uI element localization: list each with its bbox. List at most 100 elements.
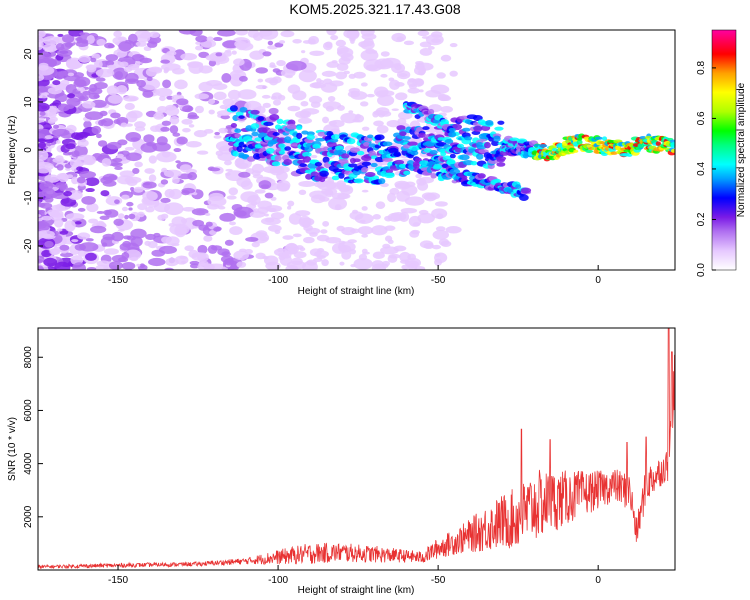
spectrogram-cell [349, 228, 360, 234]
spectrogram-cell [300, 50, 306, 54]
y-tick-label: 0 [23, 147, 34, 153]
y-tick-label: 4000 [23, 452, 34, 475]
spectrogram-cell [231, 50, 237, 55]
spectrogram-cell [417, 30, 430, 37]
spectrogram-cell [255, 67, 268, 74]
spectrogram-cell [194, 93, 209, 100]
spectrogram-cell [396, 190, 410, 202]
spectrogram-cell [375, 201, 386, 210]
spectrogram-cell [38, 159, 45, 170]
spectrogram-cell [75, 221, 82, 225]
spectrogram-cell [245, 237, 259, 242]
spectrogram-cell [111, 231, 124, 242]
spectrogram-cell [130, 236, 143, 247]
spectrogram-cell [128, 207, 133, 211]
spectrogram-cell [352, 158, 361, 163]
spectrogram-cell [382, 157, 393, 162]
spectrogram-cell [380, 51, 390, 57]
spectrogram-cell [207, 244, 218, 254]
spectrogram-cell [128, 33, 138, 44]
spectrogram-cell [347, 239, 357, 244]
spectrogram-cell [121, 262, 136, 270]
spectrogram-cell [145, 206, 155, 213]
spectrogram-cell [298, 189, 307, 196]
spectrogram-cell [86, 266, 97, 270]
spectrogram-cell [60, 79, 70, 86]
spectrogram-cell [161, 63, 181, 71]
spectrogram-cell [375, 134, 385, 141]
spectrogram-cell [171, 216, 187, 227]
spectrogram-cell [38, 230, 55, 239]
spectrogram-cell [339, 261, 345, 266]
spectrogram-cell [280, 69, 296, 77]
spectrogram-cell [195, 35, 208, 43]
spectrogram-cell [262, 102, 271, 108]
spectrogram-cell [307, 38, 316, 45]
spectrogram-cell [123, 95, 139, 102]
spectrogram-cell [41, 92, 49, 96]
spectrogram-cell [419, 48, 433, 56]
spectrogram-cell [239, 106, 248, 113]
spectrogram-cell [169, 116, 180, 125]
spectrogram-cell [520, 187, 532, 194]
spectrogram-cell [257, 78, 264, 83]
spectrogram-cell [270, 196, 277, 201]
spectrogram-cell [114, 199, 120, 205]
spectrogram-cell [602, 136, 608, 142]
spectrogram-cell [473, 125, 483, 133]
spectrogram-cell [234, 210, 247, 217]
spectrogram-cell [299, 163, 307, 168]
spectrogram-cell [348, 163, 358, 168]
spectrogram-cell [360, 101, 369, 107]
spectrogram-cell [320, 229, 328, 234]
spectrogram-cell [73, 79, 87, 88]
spectrogram-cell [162, 79, 172, 89]
spectrogram-cell [76, 176, 86, 184]
spectrogram-cell [576, 139, 583, 145]
spectrogram-cell [382, 141, 393, 147]
spectrogram-cell [218, 127, 228, 134]
spectrogram-cell [181, 118, 193, 125]
spectrogram-cell [276, 171, 288, 181]
spectrogram-cell [477, 173, 486, 179]
spectrogram-cell [83, 155, 96, 166]
spectrogram-cell [191, 208, 209, 216]
colorbar-tick-label: 0.6 [696, 111, 707, 125]
spectrogram-cell [42, 43, 58, 53]
spectrogram-cell [148, 155, 157, 164]
spectrogram-cell [206, 36, 214, 42]
spectrogram-cell [227, 89, 241, 100]
spectrogram-cell [110, 112, 121, 119]
spectrogram-cell [440, 105, 453, 113]
spectrogram-cell [136, 79, 147, 88]
spectrogram-cell [198, 224, 209, 231]
spectrogram-cell [38, 102, 50, 112]
spectrogram-cell [287, 205, 292, 210]
spectrogram-cell [436, 72, 446, 79]
spectrogram-cell [76, 87, 86, 92]
spectrogram-cell [134, 121, 146, 129]
spectrogram-cell [330, 34, 339, 41]
spectrogram-cell [224, 160, 232, 166]
spectrogram-cell [112, 67, 128, 80]
spectrogram-cell [52, 80, 61, 86]
spectrogram-cell [360, 82, 368, 87]
spectrogram-cell [283, 159, 293, 166]
spectrogram-cell [310, 154, 318, 159]
y-tick-label: 6000 [23, 399, 34, 422]
y-tick-label: 10 [23, 96, 34, 108]
spectrogram-cell [440, 119, 449, 126]
spectrogram-cell [295, 110, 310, 119]
spectrogram-cell [328, 197, 348, 211]
spectrogram-cell [496, 162, 506, 167]
spectrogram-cell [57, 33, 64, 37]
spectrogram-cell [497, 120, 505, 125]
spectrogram-cell [203, 128, 214, 134]
spectrogram-cell [361, 234, 368, 238]
spectrogram-cell [160, 59, 170, 64]
spectrogram-cell [188, 249, 199, 259]
colorbar-tick-label: 0.4 [696, 162, 707, 176]
spectrogram-cell [372, 214, 381, 220]
spectrogram-cell [64, 42, 74, 48]
spectrogram-cell [308, 95, 323, 104]
